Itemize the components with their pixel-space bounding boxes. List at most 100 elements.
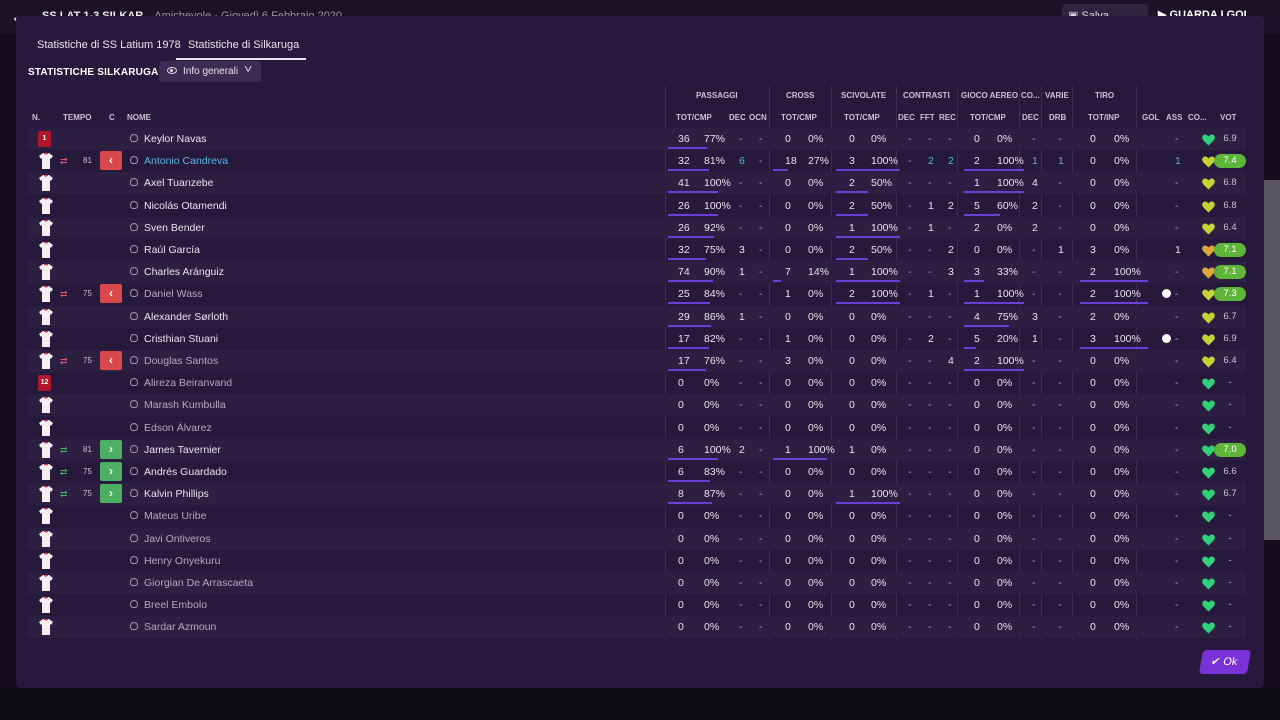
column-header-contrasti-rec[interactable]: REC <box>939 113 956 122</box>
tab-ss-latium-stats[interactable]: Statistiche di SS Latium 1978 <box>37 39 181 51</box>
aerial-completion-bar <box>964 369 1024 371</box>
player-name[interactable]: Javi Ontiveros <box>144 532 211 545</box>
column-header-contrasti-dec[interactable]: DEC <box>898 113 915 122</box>
table-row[interactable]: Axel Tuanzebe 41 100% - -0 0% 2 50% - - -1 100% 4-0 0… <box>28 172 1246 195</box>
column-header-contrasti-fft[interactable]: FFT <box>920 113 935 122</box>
shots-total: 3 <box>1090 244 1096 256</box>
column-header-varie-drb[interactable]: DRB <box>1049 113 1067 122</box>
table-row[interactable]: ⇄ 75 ‹ Daniel Wass 25 84% - -1 0% 2 100% -1-1 100% - -… <box>28 283 1246 305</box>
player-name[interactable]: Charles Aránguiz <box>144 266 224 279</box>
table-row[interactable]: Marash Kumbulla 0 0% - - 0 0% 0 0% - - - 0 0% - - 0 0% - - <box>28 394 1246 417</box>
column-header-rating[interactable]: VOT <box>1220 113 1237 122</box>
aerial-total: 0 <box>974 532 980 545</box>
player-name[interactable]: Sven Bender <box>144 221 205 234</box>
column-header-assists[interactable]: ASS <box>1166 113 1183 122</box>
table-row[interactable]: Henry Onyekuru 0 0% - - 0 0% 0 0% - - - 0 0% - - 0 0% - - <box>28 550 1246 572</box>
player-name[interactable]: Henry Onyekuru <box>144 554 221 567</box>
player-name[interactable]: Giorgian De Arrascaeta <box>144 577 254 589</box>
player-name[interactable]: Nicolás Otamendi <box>144 199 227 212</box>
column-header-pass-dec[interactable]: DEC <box>729 113 746 122</box>
player-name[interactable]: Andrés Guardado <box>144 466 227 478</box>
group-header-co: CO... <box>1021 91 1040 100</box>
table-row[interactable]: Alexander Sørloth 29 86% 1 - 0 0% 0 0% - - - 4 75% 3 - 2… <box>28 305 1246 328</box>
player-name[interactable]: Edson Álvarez <box>144 421 212 434</box>
tackles-completed-pct: 0% <box>871 355 887 367</box>
player-name[interactable]: Axel Tuanzebe <box>144 177 214 190</box>
shots-completion-bar <box>1080 280 1148 283</box>
player-name[interactable]: Raúl García <box>144 244 201 256</box>
column-header-pass-ocn[interactable]: OCN <box>749 113 767 122</box>
table-row[interactable]: ⇄ 81 ‹ Antonio Candreva 32 81% 6-18 27% 3 100% -2 2… <box>28 150 1246 172</box>
sub-in-button[interactable]: › <box>100 439 122 459</box>
player-name[interactable]: Douglas Santos <box>144 355 219 367</box>
dropdown-value: Info generali <box>183 66 239 77</box>
passes-completed-pct: 87% <box>704 488 726 501</box>
player-name[interactable]: Keylor Navas <box>144 133 207 145</box>
table-row[interactable]: Giorgian De Arrascaeta 0 0% - - 0 0% 0 0% - - - 0 0% -… <box>28 572 1246 594</box>
column-header-goals[interactable]: GOL <box>1142 113 1160 122</box>
group-header-gioco-aereo: GIOCO AEREO <box>961 91 1019 100</box>
column-header-aereo-totcmp[interactable]: TOT/CMP <box>970 113 1006 122</box>
column-header-tiro-totinp[interactable]: TOT/INP <box>1088 113 1120 122</box>
tab-silkaruga-stats[interactable]: Statistiche di Silkaruga <box>188 39 300 51</box>
person-icon <box>130 489 138 498</box>
table-row[interactable]: ⇄ 81 › James Tavernier 6 100% 2 - 1 100% 1 0% - - - 0 0%… <box>28 438 1246 461</box>
table-row[interactable]: Sven Bender 26 92% - -0 0% 1 100% -1-2 0% 2-0 0% -6.… <box>28 216 1246 239</box>
column-header-pass-totcmp[interactable]: TOT/CMP <box>676 113 712 122</box>
player-rating: 6.9 <box>1223 133 1237 144</box>
sub-out-button[interactable]: ‹ <box>100 151 122 171</box>
table-row[interactable]: Cristhian Stuani 17 82% - -1 0% 0 0% -2-5 20% 1-3 1… <box>28 328 1246 350</box>
player-name[interactable]: Mateus Uribe <box>144 510 207 523</box>
column-header-cross-totcmp[interactable]: TOT/CMP <box>781 113 817 122</box>
tackles-completed-pct: 100% <box>871 266 898 279</box>
table-row[interactable]: 1 Keylor Navas 36 77% - - 0 0% 0 0% - - - 0 0% - - 0 0% - 6.… <box>28 128 1246 150</box>
table-row[interactable]: Breel Embolo 0 0% - - 0 0% 0 0% - - - 0 0% - - 0 0% - - <box>28 594 1246 616</box>
player-name[interactable]: Marash Kumbulla <box>144 399 226 412</box>
player-name[interactable]: Alexander Sørloth <box>144 310 229 323</box>
sub-out-button[interactable]: ‹ <box>100 284 122 304</box>
column-header-c[interactable]: C <box>109 113 115 122</box>
column-header-scivolate-totcmp[interactable]: TOT/CMP <box>844 113 880 122</box>
table-row[interactable]: Nicolás Otamendi 26 100% - -0 0% 2 50% -1 2 5 60% 2-… <box>28 195 1246 217</box>
column-header-number[interactable]: N. <box>32 113 40 122</box>
table-row[interactable]: Mateus Uribe 0 0% - - 0 0% 0 0% - - - 0 0% - - 0 0% - - <box>28 505 1246 527</box>
table-row[interactable]: ⇄ 75 › Kalvin Phillips 8 87% - -0 0% 1 100% - - -0 0% -… <box>28 483 1246 506</box>
aerial-won-pct: 0% <box>997 621 1013 634</box>
table-row[interactable]: Javi Ontiveros 0 0% - - 0 0% 0 0% - - - 0 0% - - 0 0% - - <box>28 527 1246 550</box>
sub-in-button[interactable]: › <box>100 462 122 481</box>
tackles-total: 0 <box>849 621 855 634</box>
player-name[interactable]: Alireza Beiranvand <box>144 377 233 390</box>
stats-modal: Statistiche di SS Latium 1978 Statistich… <box>16 16 1264 688</box>
player-name[interactable]: Breel Embolo <box>144 599 208 612</box>
column-header-name[interactable]: NOME <box>127 113 151 122</box>
sub-out-button[interactable]: ‹ <box>100 351 122 370</box>
column-header-condition[interactable]: CO... <box>1188 113 1207 122</box>
table-row[interactable]: Charles Aránguiz 74 90% 1-7 14% 1 100% - -3 3 33% -… <box>28 261 1246 284</box>
table-row[interactable]: Edson Álvarez 0 0% - - 0 0% 0 0% - - - 0 0% - - 0 0% - - <box>28 417 1246 439</box>
shirt-icon <box>39 219 53 236</box>
tackles-total: 3 <box>849 155 855 168</box>
passes-completion-bar <box>668 147 707 149</box>
contrasti-rec: - <box>948 488 952 501</box>
player-name[interactable]: Cristhian Stuani <box>144 332 219 345</box>
dribbles: - <box>1058 133 1062 145</box>
tackles-completed-pct: 0% <box>871 133 887 145</box>
table-row[interactable]: ⇄ 75 › Andrés Guardado 6 83% - - 0 0% 0 0% - - - 0 0% - - 0… <box>28 461 1246 483</box>
player-name[interactable]: Daniel Wass <box>144 288 203 301</box>
table-row[interactable]: Raúl García 32 75% 3 - 0 0% 2 50% - - 2 0 0% - 1 3 0% 1 7.1 <box>28 239 1246 261</box>
player-name[interactable]: Kalvin Phillips <box>144 488 209 501</box>
column-header-co-dec[interactable]: DEC <box>1022 113 1039 122</box>
passes-completed-pct: 0% <box>704 621 720 634</box>
player-name[interactable]: Sardar Azmoun <box>144 621 217 634</box>
column-header-time[interactable]: TEMPO <box>63 113 92 122</box>
ok-button[interactable]: ✔ Ok <box>1198 650 1252 674</box>
condition-heart-icon <box>1202 155 1215 168</box>
player-name[interactable]: James Tavernier <box>144 443 221 456</box>
table-row[interactable]: ⇄ 75 ‹ Douglas Santos 17 76% - -3 0% 0 0% - -4 2 100% -… <box>28 350 1246 372</box>
player-name[interactable]: Antonio Candreva <box>144 155 229 168</box>
table-row[interactable]: 12 Alireza Beiranvand 0 0% - - 0 0% 0 0% - - - 0 0% - - 0… <box>28 372 1246 394</box>
tackles-completed-pct: 0% <box>871 332 887 345</box>
table-row[interactable]: Sardar Azmoun 0 0% - - 0 0% 0 0% - - - 0 0% - - 0 0% - - <box>28 616 1246 639</box>
sub-in-button[interactable]: › <box>100 484 122 504</box>
view-dropdown[interactable]: Info generali ˅ <box>159 61 261 82</box>
